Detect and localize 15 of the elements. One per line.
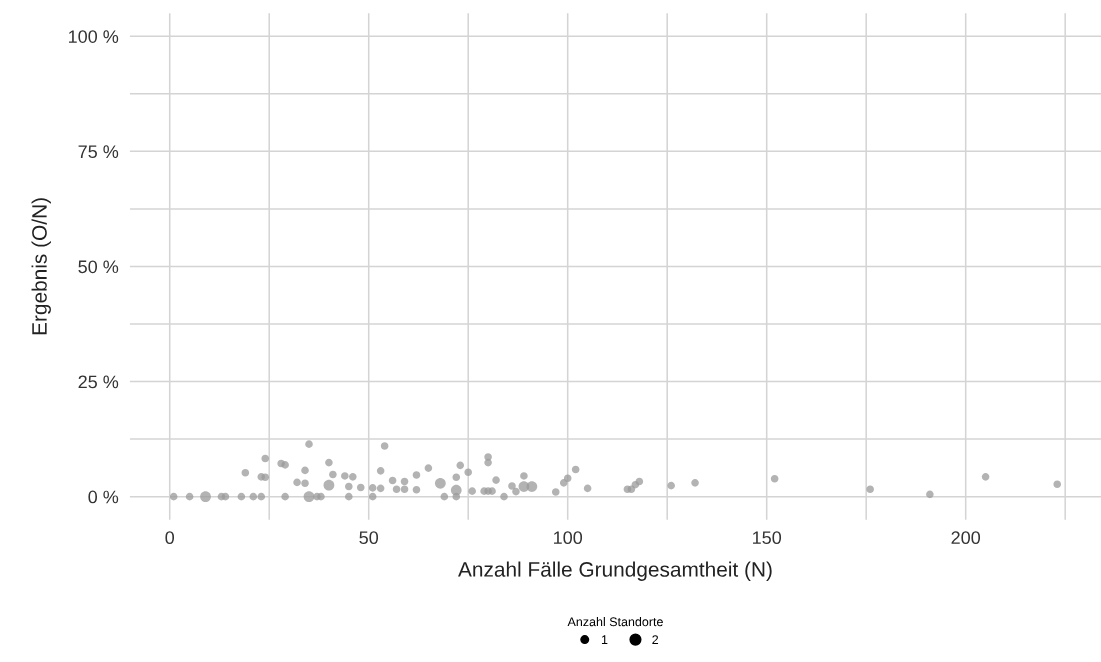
x-tick-label: 50 <box>359 531 379 545</box>
y-tick-label: 75 % <box>78 145 119 159</box>
x-tick-label: 200 <box>951 531 981 545</box>
y-tick-label: 50 % <box>78 260 119 274</box>
x-axis-title: Anzahl Fälle Grundgesamtheit (N) <box>458 561 772 581</box>
y-axis-title: Ergebnis (O/N) <box>31 198 51 335</box>
x-tick-label: 0 <box>165 531 175 545</box>
y-tick-label: 0 % <box>88 490 119 504</box>
y-tick-label: 25 % <box>78 375 119 389</box>
legend-label: 2 <box>652 635 659 644</box>
x-tick-label: 150 <box>753 531 782 545</box>
x-tick-label: 100 <box>554 531 583 545</box>
legend-title: Anzahl Standorte <box>567 617 663 627</box>
y-tick-label: 100 % <box>68 30 119 43</box>
legend-label: 1 <box>601 635 608 644</box>
